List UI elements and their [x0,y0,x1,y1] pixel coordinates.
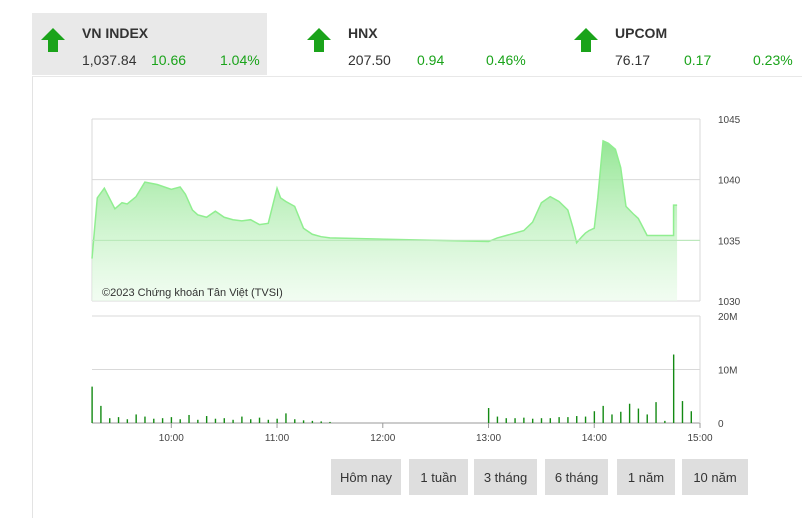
volume-bar [540,418,543,423]
volume-bar [320,421,322,423]
volume-bar [549,418,552,423]
arrow-up-icon [307,28,331,52]
time-tick-label: 10:00 [159,433,184,444]
volume-bar [531,418,534,423]
volume-bar [602,405,604,423]
volume-bar [523,417,525,423]
time-tick-label: 14:00 [582,433,607,444]
volume-tick-label: 20M [718,312,737,323]
index-name: UPCOM [615,25,668,41]
index-tab-vnindex[interactable]: VN INDEX 1,037.84 10.66 1.04% [32,13,267,75]
time-tick-label: 11:00 [265,433,290,444]
volume-bar [664,420,666,423]
volume-bar [637,408,640,423]
index-percent: 0.23% [753,52,793,68]
index-name: VN INDEX [82,25,149,41]
time-tick-label: 15:00 [687,433,712,444]
arrow-up-icon [41,28,65,52]
chart-panel [32,76,802,518]
volume-bar [514,418,516,423]
volume-bar [567,417,569,423]
volume-bar [267,419,270,423]
volume-bar [258,417,261,423]
volume-bar [205,416,208,423]
volume-bar [135,414,137,423]
volume-bar [109,418,111,423]
volume-bar [179,419,181,423]
index-tabs: VN INDEX 1,037.84 10.66 1.04% HNX 207.50… [0,0,802,76]
index-change: 10.66 [151,52,187,68]
price-tick-label: 1030 [718,297,741,308]
price-area [92,140,678,301]
volume-bar [197,419,199,423]
arrow-up-icon [574,28,598,52]
price-tick-label: 1040 [718,176,741,187]
index-tab-hnx[interactable]: HNX 207.50 0.94 0.46% [298,13,533,75]
volume-bar [558,417,560,423]
range-button[interactable]: 3 tháng [474,459,537,495]
volume-bar [496,416,499,423]
volume-bar [672,354,675,423]
volume-bar [170,417,173,423]
volume-bar [611,414,613,423]
volume-bar [241,416,243,423]
volume-bar [593,411,596,423]
volume-bar [655,402,657,423]
volume-bar [144,416,146,423]
price-tick-label: 1045 [718,115,741,126]
time-tick-label: 13:00 [476,433,501,444]
volume-bar [628,403,631,423]
volume-bar [276,418,278,423]
index-value: 1,037.84 [82,52,137,68]
range-button[interactable]: Hôm nay [331,459,401,495]
volume-bar [294,419,296,423]
volume-bar [153,418,155,423]
volume-bar [117,417,120,423]
index-change: 0.94 [417,52,445,68]
volume-bar [285,413,287,423]
volume-bar [302,420,305,423]
volume-bar [329,421,331,423]
index-value: 207.50 [348,52,391,68]
volume-bar [214,418,217,423]
volume-bar [690,411,692,423]
index-percent: 0.46% [486,52,526,68]
chart-watermark: ©2023 Chứng khoán Tân Việt (TVSI) [102,287,283,299]
volume-bar [188,414,190,423]
volume-bar [576,416,578,423]
volume-bar [646,414,648,423]
index-name: HNX [348,25,378,41]
index-change: 0.17 [684,52,712,68]
volume-bar [250,419,252,423]
volume-bar [232,419,234,423]
volume-bar [681,401,684,423]
price-line [91,139,678,259]
range-button[interactable]: 10 năm [682,459,748,495]
volume-tick-label: 0 [718,419,724,430]
index-value: 76.17 [615,52,651,68]
index-tab-upcom[interactable]: UPCOM 76.17 0.17 0.23% [565,13,802,75]
volume-bar [620,411,622,423]
range-button[interactable]: 1 tuần [409,459,468,495]
volume-bar [91,386,93,423]
volume-bar [584,416,587,423]
volume-bar [223,418,225,423]
index-percent: 1.04% [220,52,260,68]
volume-bar [311,420,314,423]
volume-bar [505,418,507,423]
range-button[interactable]: 1 năm [617,459,675,495]
volume-bar [161,418,164,423]
volume-bar [100,405,102,423]
volume-bar [487,408,490,423]
price-tick-label: 1035 [718,236,741,247]
volume-tick-label: 10M [718,366,737,377]
volume-bar [126,419,129,423]
time-tick-label: 12:00 [370,433,395,444]
range-button[interactable]: 6 tháng [545,459,608,495]
